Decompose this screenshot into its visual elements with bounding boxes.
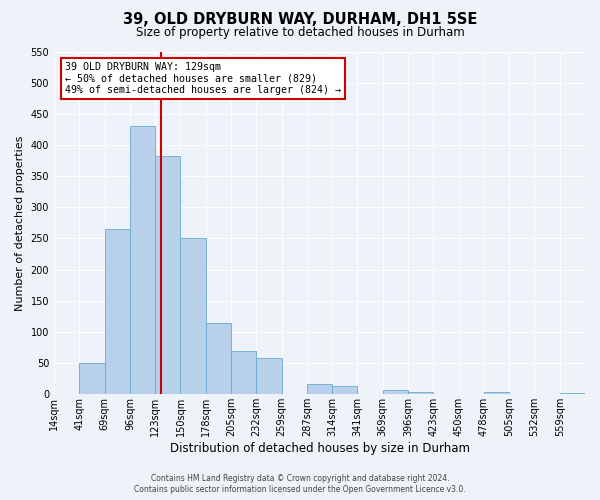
Text: Size of property relative to detached houses in Durham: Size of property relative to detached ho… (136, 26, 464, 39)
Text: 39, OLD DRYBURN WAY, DURHAM, DH1 5SE: 39, OLD DRYBURN WAY, DURHAM, DH1 5SE (123, 12, 477, 26)
Text: Contains HM Land Registry data © Crown copyright and database right 2024.
Contai: Contains HM Land Registry data © Crown c… (134, 474, 466, 494)
X-axis label: Distribution of detached houses by size in Durham: Distribution of detached houses by size … (170, 442, 470, 455)
Bar (206, 322, 231, 394)
Bar (256, 358, 281, 395)
Bar (181, 238, 206, 394)
Bar (231, 350, 256, 395)
Text: 39 OLD DRYBURN WAY: 129sqm
← 50% of detached houses are smaller (829)
49% of sem: 39 OLD DRYBURN WAY: 129sqm ← 50% of deta… (65, 62, 341, 95)
Bar (484, 392, 509, 394)
Bar (130, 126, 155, 394)
Bar (560, 393, 585, 394)
Bar (307, 384, 332, 394)
Y-axis label: Number of detached properties: Number of detached properties (15, 135, 25, 310)
Bar (332, 386, 358, 394)
Bar (408, 392, 433, 394)
Bar (383, 390, 408, 394)
Bar (155, 156, 181, 394)
Bar (79, 363, 104, 394)
Bar (104, 229, 130, 394)
